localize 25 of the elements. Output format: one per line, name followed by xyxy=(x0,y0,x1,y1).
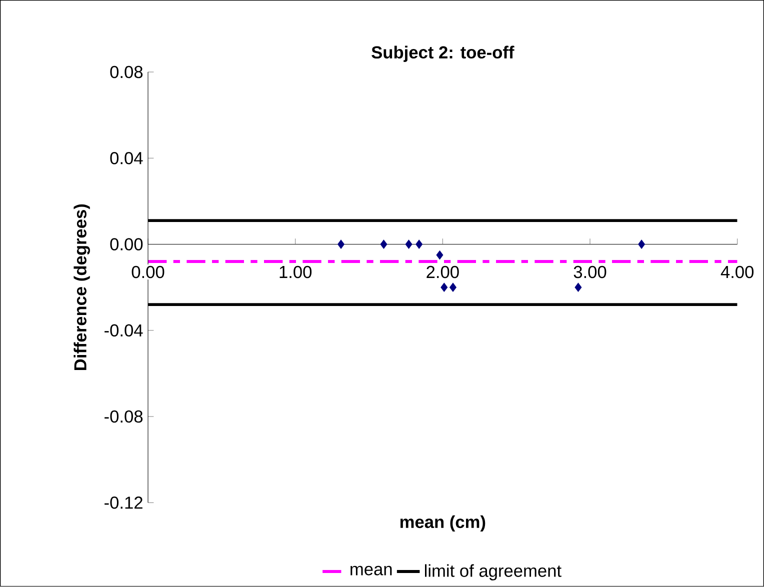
y-tick-label: -0.08 xyxy=(104,410,143,423)
point xyxy=(638,240,646,249)
y-tick-label: -0.12 xyxy=(104,496,142,509)
x-tick-label: 1.00 xyxy=(280,266,312,278)
x-axis-title: mean (cm) xyxy=(400,516,486,532)
y-tick-label: 0.00 xyxy=(110,238,143,251)
legend-label: mean xyxy=(350,566,392,576)
legend-label: limit of agreement xyxy=(425,564,562,581)
x-tick-label: 4.00 xyxy=(720,266,754,278)
x-tick-label: 0.00 xyxy=(132,266,164,278)
chart-title: Subject 2: toe-off xyxy=(372,46,514,62)
point xyxy=(440,282,448,292)
point xyxy=(405,240,412,249)
x-tick-label: 3.00 xyxy=(574,266,606,278)
y-tick-label: -0.04 xyxy=(104,324,143,337)
point xyxy=(380,240,388,249)
point xyxy=(574,282,582,292)
y-tick-label: 0.04 xyxy=(110,152,143,164)
point xyxy=(450,282,456,292)
y-axis-title: Difference (degrees) xyxy=(74,204,90,370)
point xyxy=(338,240,344,249)
x-tick-label: 2.00 xyxy=(426,266,459,278)
point xyxy=(436,250,444,260)
point xyxy=(416,240,423,249)
y-tick-label: 0.08 xyxy=(110,66,143,78)
